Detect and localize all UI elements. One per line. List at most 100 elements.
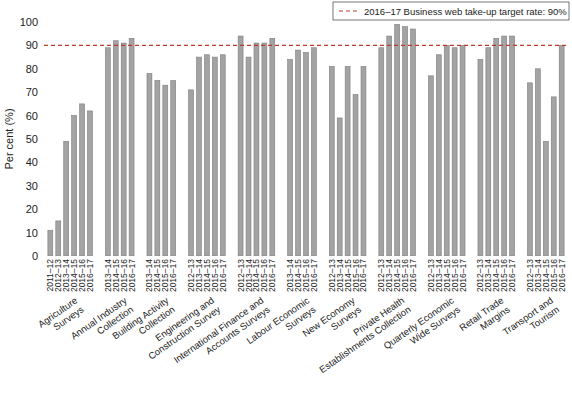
x-tick-label: 2016–17 xyxy=(85,259,95,292)
bar xyxy=(246,57,251,256)
y-tick-label: 80 xyxy=(26,63,38,75)
y-tick-label: 0 xyxy=(32,250,38,262)
y-tick-label: 100 xyxy=(20,16,38,28)
bar xyxy=(197,57,202,256)
bar xyxy=(361,66,366,256)
group-label-line: Tourism xyxy=(528,304,562,332)
x-tick-label: 2016–17 xyxy=(127,259,137,292)
bar xyxy=(288,59,293,256)
bar xyxy=(304,52,309,256)
bar xyxy=(254,43,259,256)
bar xyxy=(48,230,53,256)
y-tick-label: 30 xyxy=(26,180,38,192)
legend-swatch xyxy=(339,10,359,11)
bar xyxy=(379,48,384,256)
bar xyxy=(428,76,433,256)
bar xyxy=(64,141,69,256)
bar xyxy=(478,59,483,256)
x-labels: 2011–122012–132013–142014–152015–162016–… xyxy=(36,259,567,375)
bar xyxy=(72,116,77,256)
target-line xyxy=(44,45,568,46)
x-tick-label: 2016–17 xyxy=(309,259,319,292)
bar xyxy=(129,38,134,256)
bar xyxy=(121,43,126,256)
bar xyxy=(494,38,499,256)
bar xyxy=(262,43,267,256)
group-label-line: Wide Surveys xyxy=(408,304,463,347)
bar xyxy=(171,81,176,257)
legend-box xyxy=(333,2,569,20)
chart: 0 10 20 30 40 50 60 70 80 90 100 Per cent (%) 2011–1… xyxy=(0,0,572,394)
bar xyxy=(189,90,194,256)
bar xyxy=(345,66,350,256)
bar xyxy=(502,36,507,256)
y-tick xyxy=(41,68,43,69)
group-label: Transport andTourism xyxy=(500,295,561,347)
bar xyxy=(436,55,441,256)
group-label: Retail TradeMargins xyxy=(457,294,512,342)
y-tick xyxy=(41,45,43,46)
y-tick-label: 70 xyxy=(26,86,38,98)
bar xyxy=(80,104,85,256)
y-tick xyxy=(41,22,43,23)
bar xyxy=(155,81,160,257)
x-tick-label: 2016–17 xyxy=(267,259,277,292)
bar xyxy=(147,73,152,256)
legend-label: 2016–17 Business web take-up target rate… xyxy=(364,6,567,17)
bar xyxy=(527,83,532,256)
bar xyxy=(551,97,556,256)
bar xyxy=(452,48,457,256)
bar xyxy=(460,45,465,256)
y-tick xyxy=(41,256,43,257)
bar xyxy=(56,221,61,256)
y-tick-label: 10 xyxy=(26,227,38,239)
group-label: Quarterly EconomicWide Surveys xyxy=(381,294,462,360)
y-tick xyxy=(41,185,43,186)
y-tick-label: 40 xyxy=(26,156,38,168)
y-tick xyxy=(41,162,43,163)
bar xyxy=(559,45,564,256)
bar xyxy=(220,55,225,256)
bar xyxy=(212,57,217,256)
x-tick-label: 2016–17 xyxy=(218,259,228,292)
bar xyxy=(113,41,118,256)
y-tick xyxy=(41,92,43,93)
bar xyxy=(204,55,209,256)
y-axis-label: Per cent (%) xyxy=(3,108,15,169)
y-tick xyxy=(41,115,43,116)
x-tick-label: 2016–17 xyxy=(458,259,468,292)
y-tick-label: 50 xyxy=(26,133,38,145)
bar xyxy=(238,36,243,256)
bar xyxy=(403,27,408,256)
x-tick-label: 2016–17 xyxy=(168,259,178,292)
x-tick-label: 2016–17 xyxy=(507,259,517,292)
y-tick-label: 60 xyxy=(26,110,38,122)
bar xyxy=(329,66,334,256)
bar xyxy=(535,69,540,256)
bar xyxy=(387,36,392,256)
bar xyxy=(270,38,275,256)
y-tick xyxy=(41,232,43,233)
bar xyxy=(543,141,548,256)
bar xyxy=(486,48,491,256)
legend: 2016–17 Business web take-up target rate… xyxy=(333,2,569,20)
x-tick-label: 2016–17 xyxy=(408,259,418,292)
group-label-line: International Finance and xyxy=(171,295,265,366)
x-tick-label: 2016–17 xyxy=(358,259,368,292)
y-tick-label: 20 xyxy=(26,203,38,215)
bar xyxy=(296,50,301,256)
bars xyxy=(48,24,564,256)
bar xyxy=(105,48,110,256)
bar xyxy=(163,85,168,256)
bar xyxy=(337,118,342,256)
y-tick xyxy=(41,209,43,210)
bar xyxy=(444,45,449,256)
bar xyxy=(411,29,416,256)
bar xyxy=(395,24,400,256)
x-tick-label: 2016–17 xyxy=(557,259,567,292)
bar xyxy=(353,95,358,256)
y-tick-label: 90 xyxy=(26,39,38,51)
bar xyxy=(88,111,93,256)
y-tick xyxy=(41,139,43,140)
bar xyxy=(510,36,515,256)
